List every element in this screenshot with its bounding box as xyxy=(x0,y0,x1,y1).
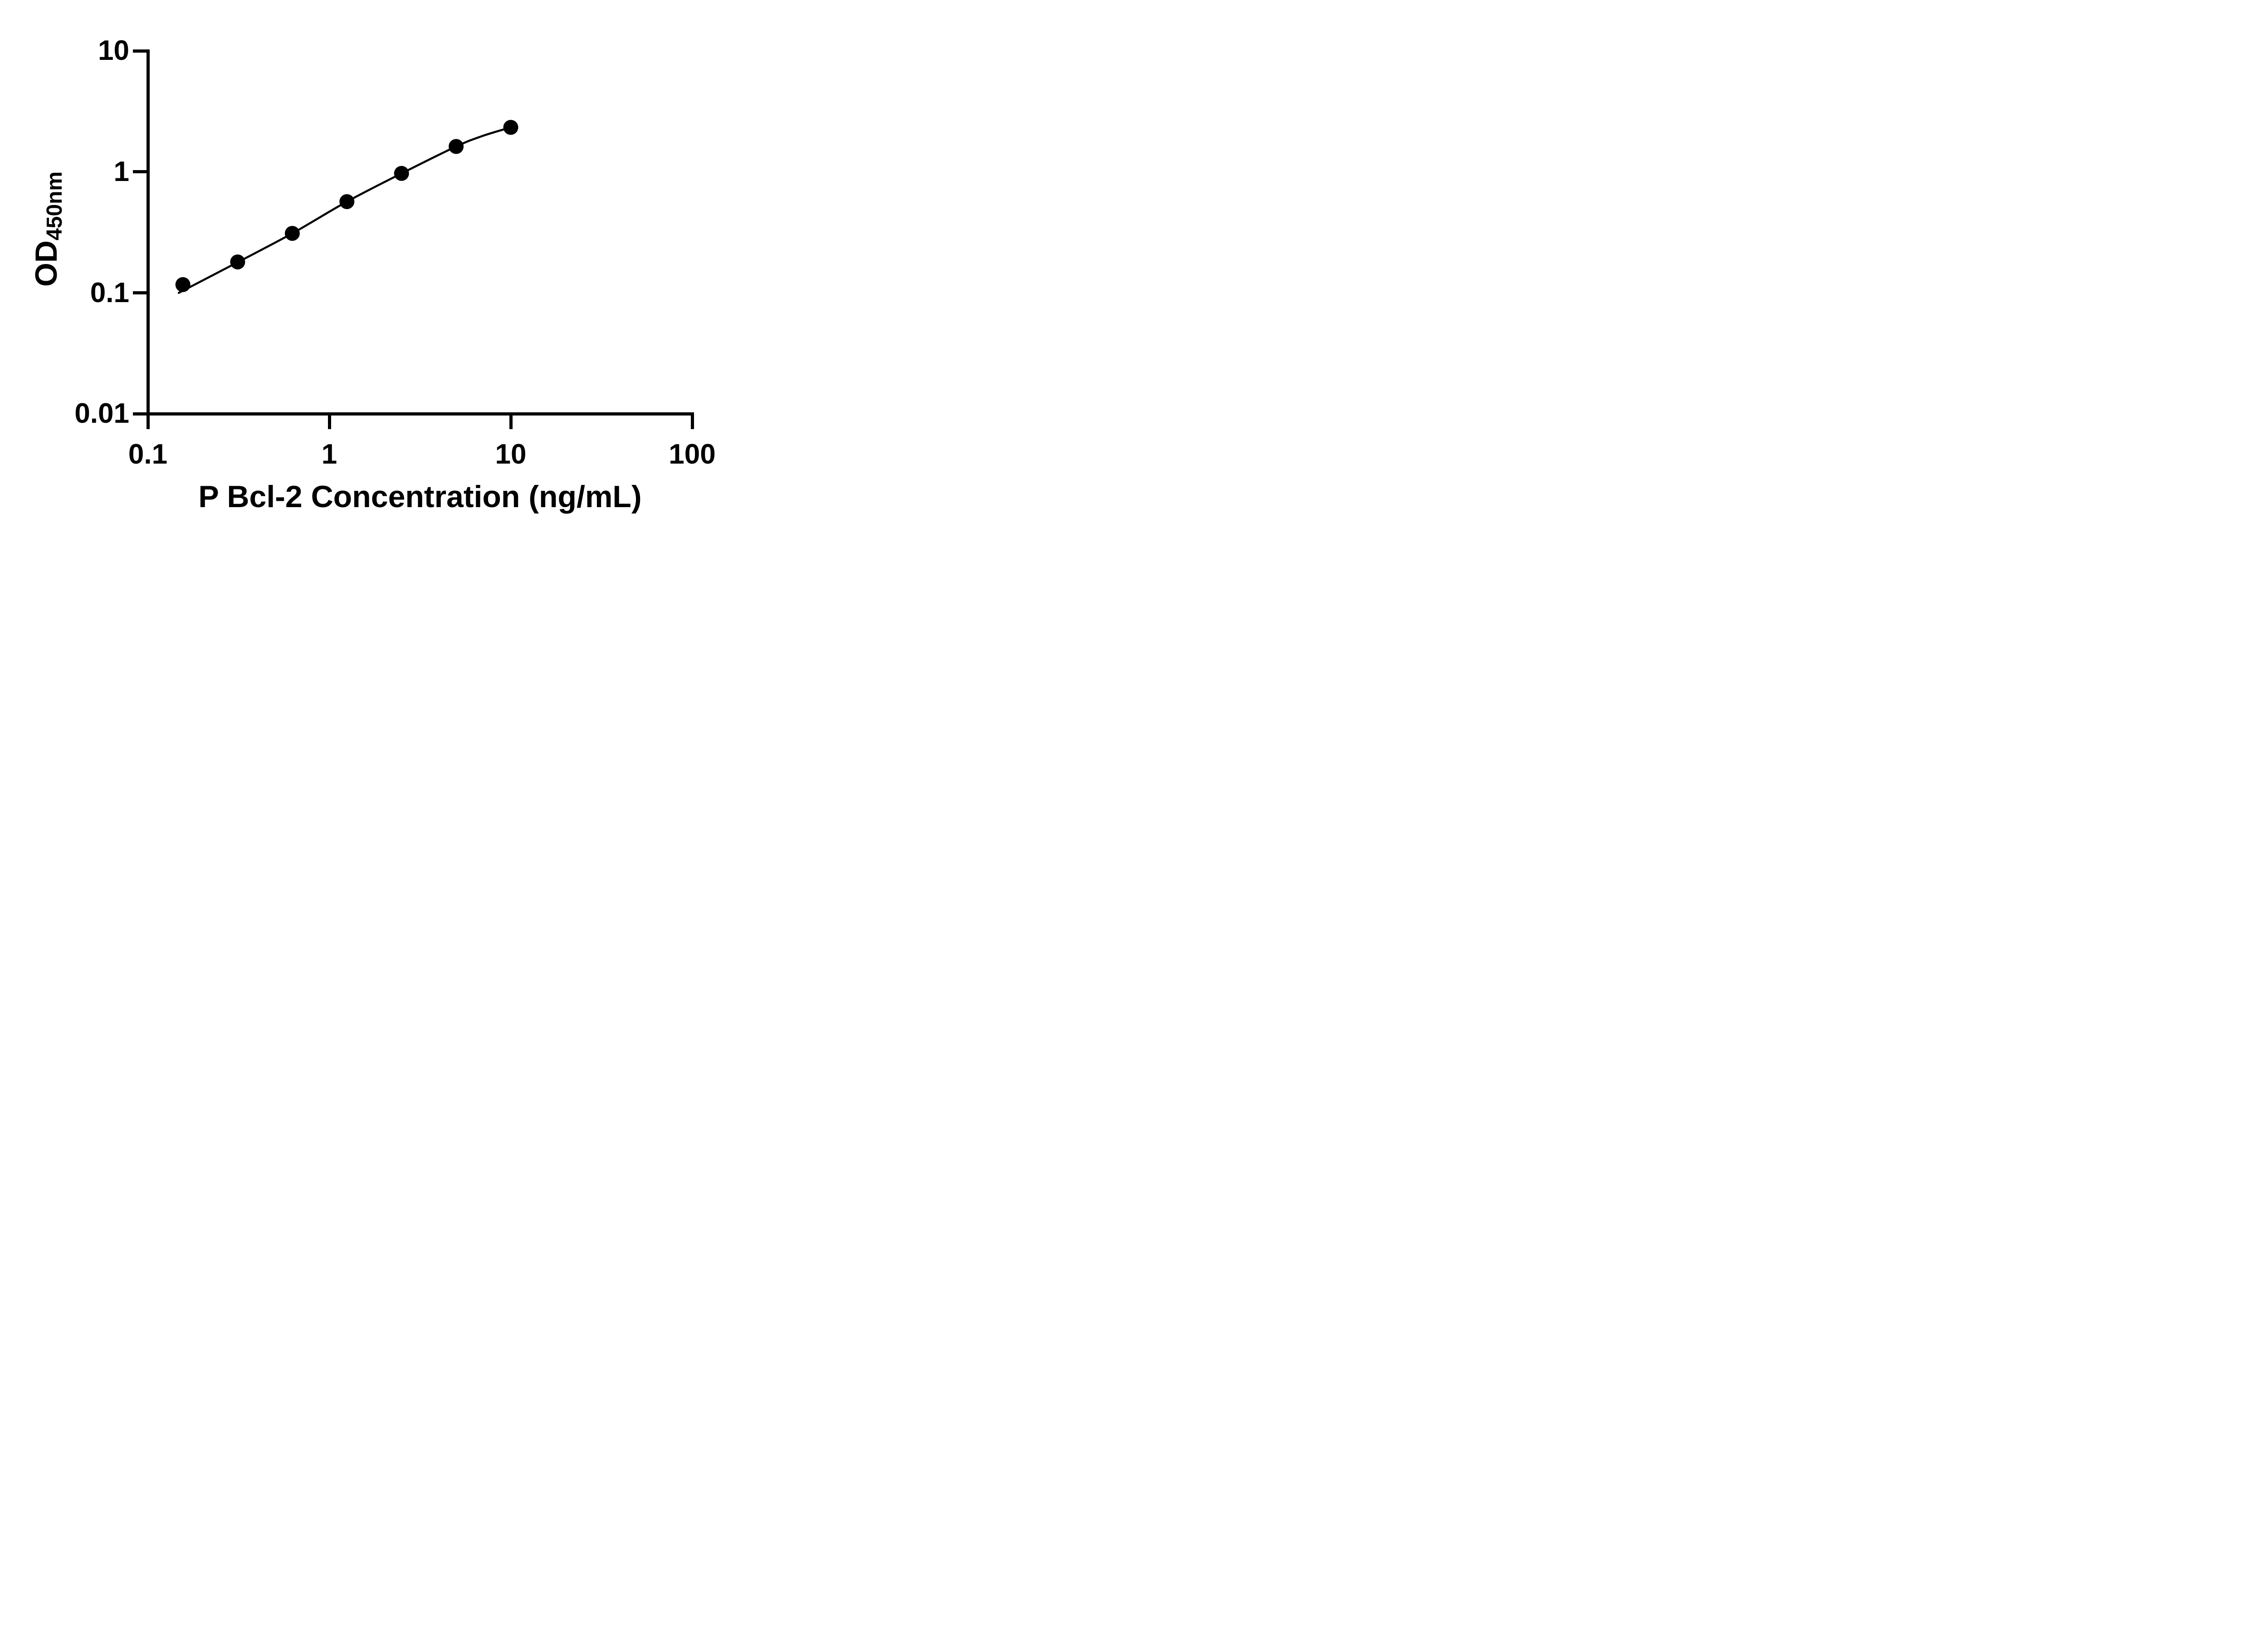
x-tick-label: 100 xyxy=(669,439,716,470)
y-tick-label: 1 xyxy=(113,156,129,187)
fit-curve xyxy=(177,126,512,294)
y-tick-label: 0.1 xyxy=(90,277,129,308)
y-tick xyxy=(132,170,147,174)
y-axis-line xyxy=(146,49,150,416)
y-tick xyxy=(132,291,147,295)
x-axis-title: P Bcl-2 Concentration (ng/mL) xyxy=(198,479,642,514)
data-point xyxy=(339,194,355,209)
x-tick xyxy=(327,415,331,429)
y-tick xyxy=(132,49,147,53)
y-tick xyxy=(132,412,147,416)
x-tick-label: 10 xyxy=(495,439,527,470)
data-point xyxy=(284,226,300,241)
x-tick xyxy=(146,415,150,429)
y-tick-label: 0.01 xyxy=(74,398,129,430)
data-point xyxy=(503,120,518,135)
y-axis-title: OD450nm xyxy=(29,171,67,287)
y-axis-title-subscript: 450nm xyxy=(43,171,67,241)
x-tick-label: 1 xyxy=(321,439,337,470)
y-tick-label: 10 xyxy=(98,35,129,66)
data-point xyxy=(449,139,464,154)
data-point xyxy=(230,254,245,269)
y-axis-title-main: OD xyxy=(29,240,64,287)
data-point xyxy=(175,277,191,292)
x-tick xyxy=(509,415,513,429)
data-point xyxy=(394,166,409,181)
x-axis-line xyxy=(146,412,694,416)
x-tick-label: 0.1 xyxy=(128,439,168,470)
data-point-group xyxy=(175,120,518,292)
plot-curve-svg xyxy=(175,120,518,294)
plot-area: 10 1 0.1 0.01 0.1 1 10 100 OD450nm P Bcl-2 Conc… xyxy=(0,0,776,544)
x-tick xyxy=(690,415,694,429)
